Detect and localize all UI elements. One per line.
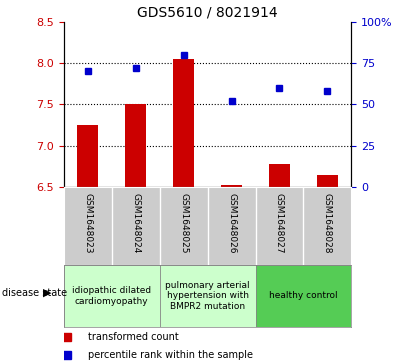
Text: transformed count: transformed count <box>88 332 179 342</box>
Text: GSM1648024: GSM1648024 <box>131 193 140 254</box>
Text: GSM1648027: GSM1648027 <box>275 193 284 254</box>
Text: GSM1648026: GSM1648026 <box>227 193 236 254</box>
Bar <box>173 59 194 187</box>
Bar <box>269 164 290 187</box>
Text: ▶: ▶ <box>43 288 52 298</box>
Bar <box>159 265 256 327</box>
Text: GSM1648028: GSM1648028 <box>323 193 332 254</box>
Text: percentile rank within the sample: percentile rank within the sample <box>88 350 253 360</box>
Text: GSM1648023: GSM1648023 <box>83 193 92 254</box>
Text: idiopathic dilated
cardiomyopathy: idiopathic dilated cardiomyopathy <box>72 286 151 306</box>
Bar <box>221 185 242 187</box>
Bar <box>316 175 338 187</box>
Bar <box>77 125 99 187</box>
Text: healthy control: healthy control <box>269 291 338 300</box>
Text: GSM1648025: GSM1648025 <box>179 193 188 254</box>
Text: disease state: disease state <box>2 288 67 298</box>
Bar <box>64 265 159 327</box>
Text: pulmonary arterial
hypertension with
BMPR2 mutation: pulmonary arterial hypertension with BMP… <box>165 281 250 311</box>
Title: GDS5610 / 8021914: GDS5610 / 8021914 <box>137 5 278 19</box>
Bar <box>256 265 351 327</box>
Bar <box>125 105 146 187</box>
